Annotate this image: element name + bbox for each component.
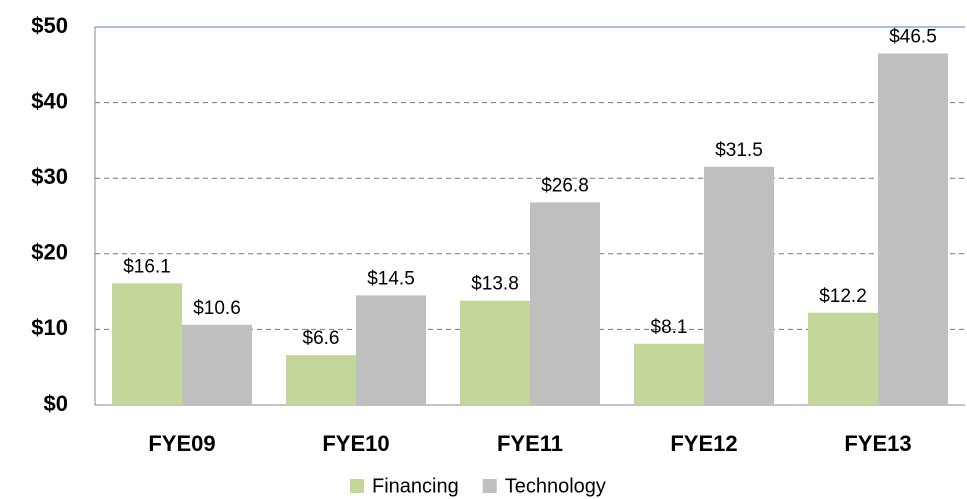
bar xyxy=(112,283,182,405)
x-tick-label: FYE09 xyxy=(148,431,215,456)
data-label: $8.1 xyxy=(651,317,688,338)
data-label: $26.8 xyxy=(541,175,589,196)
x-tick-label: FYE11 xyxy=(497,431,563,456)
data-label: $14.5 xyxy=(367,268,415,289)
data-label: $16.1 xyxy=(123,256,171,277)
x-tick-label: FYE10 xyxy=(322,431,389,456)
bar xyxy=(704,166,774,405)
bar xyxy=(182,324,252,405)
y-tick-label: $40 xyxy=(31,88,68,113)
bar xyxy=(634,343,704,405)
y-tick-label: $50 xyxy=(31,13,68,38)
data-label: $46.5 xyxy=(889,26,937,47)
y-tick-label: $10 xyxy=(31,315,68,340)
y-tick-label: $20 xyxy=(31,240,68,265)
data-label: $10.6 xyxy=(193,298,241,319)
bar xyxy=(356,295,426,405)
legend-swatch xyxy=(350,479,364,493)
y-tick-label: $30 xyxy=(31,164,68,189)
bar xyxy=(878,53,948,406)
data-label: $6.6 xyxy=(303,328,340,349)
bar xyxy=(460,300,530,405)
data-label: $31.5 xyxy=(715,140,763,161)
bar xyxy=(808,312,878,405)
legend-swatch xyxy=(482,479,497,493)
data-label: $13.8 xyxy=(471,274,519,295)
y-tick-label: $0 xyxy=(44,391,68,416)
legend-label: Technology xyxy=(505,475,606,497)
x-tick-label: FYE13 xyxy=(844,431,911,456)
x-tick-label: FYE12 xyxy=(670,431,737,456)
data-label: $12.2 xyxy=(819,286,867,307)
legend-label: Financing xyxy=(372,475,459,497)
bar xyxy=(530,202,600,405)
bar xyxy=(286,355,356,405)
